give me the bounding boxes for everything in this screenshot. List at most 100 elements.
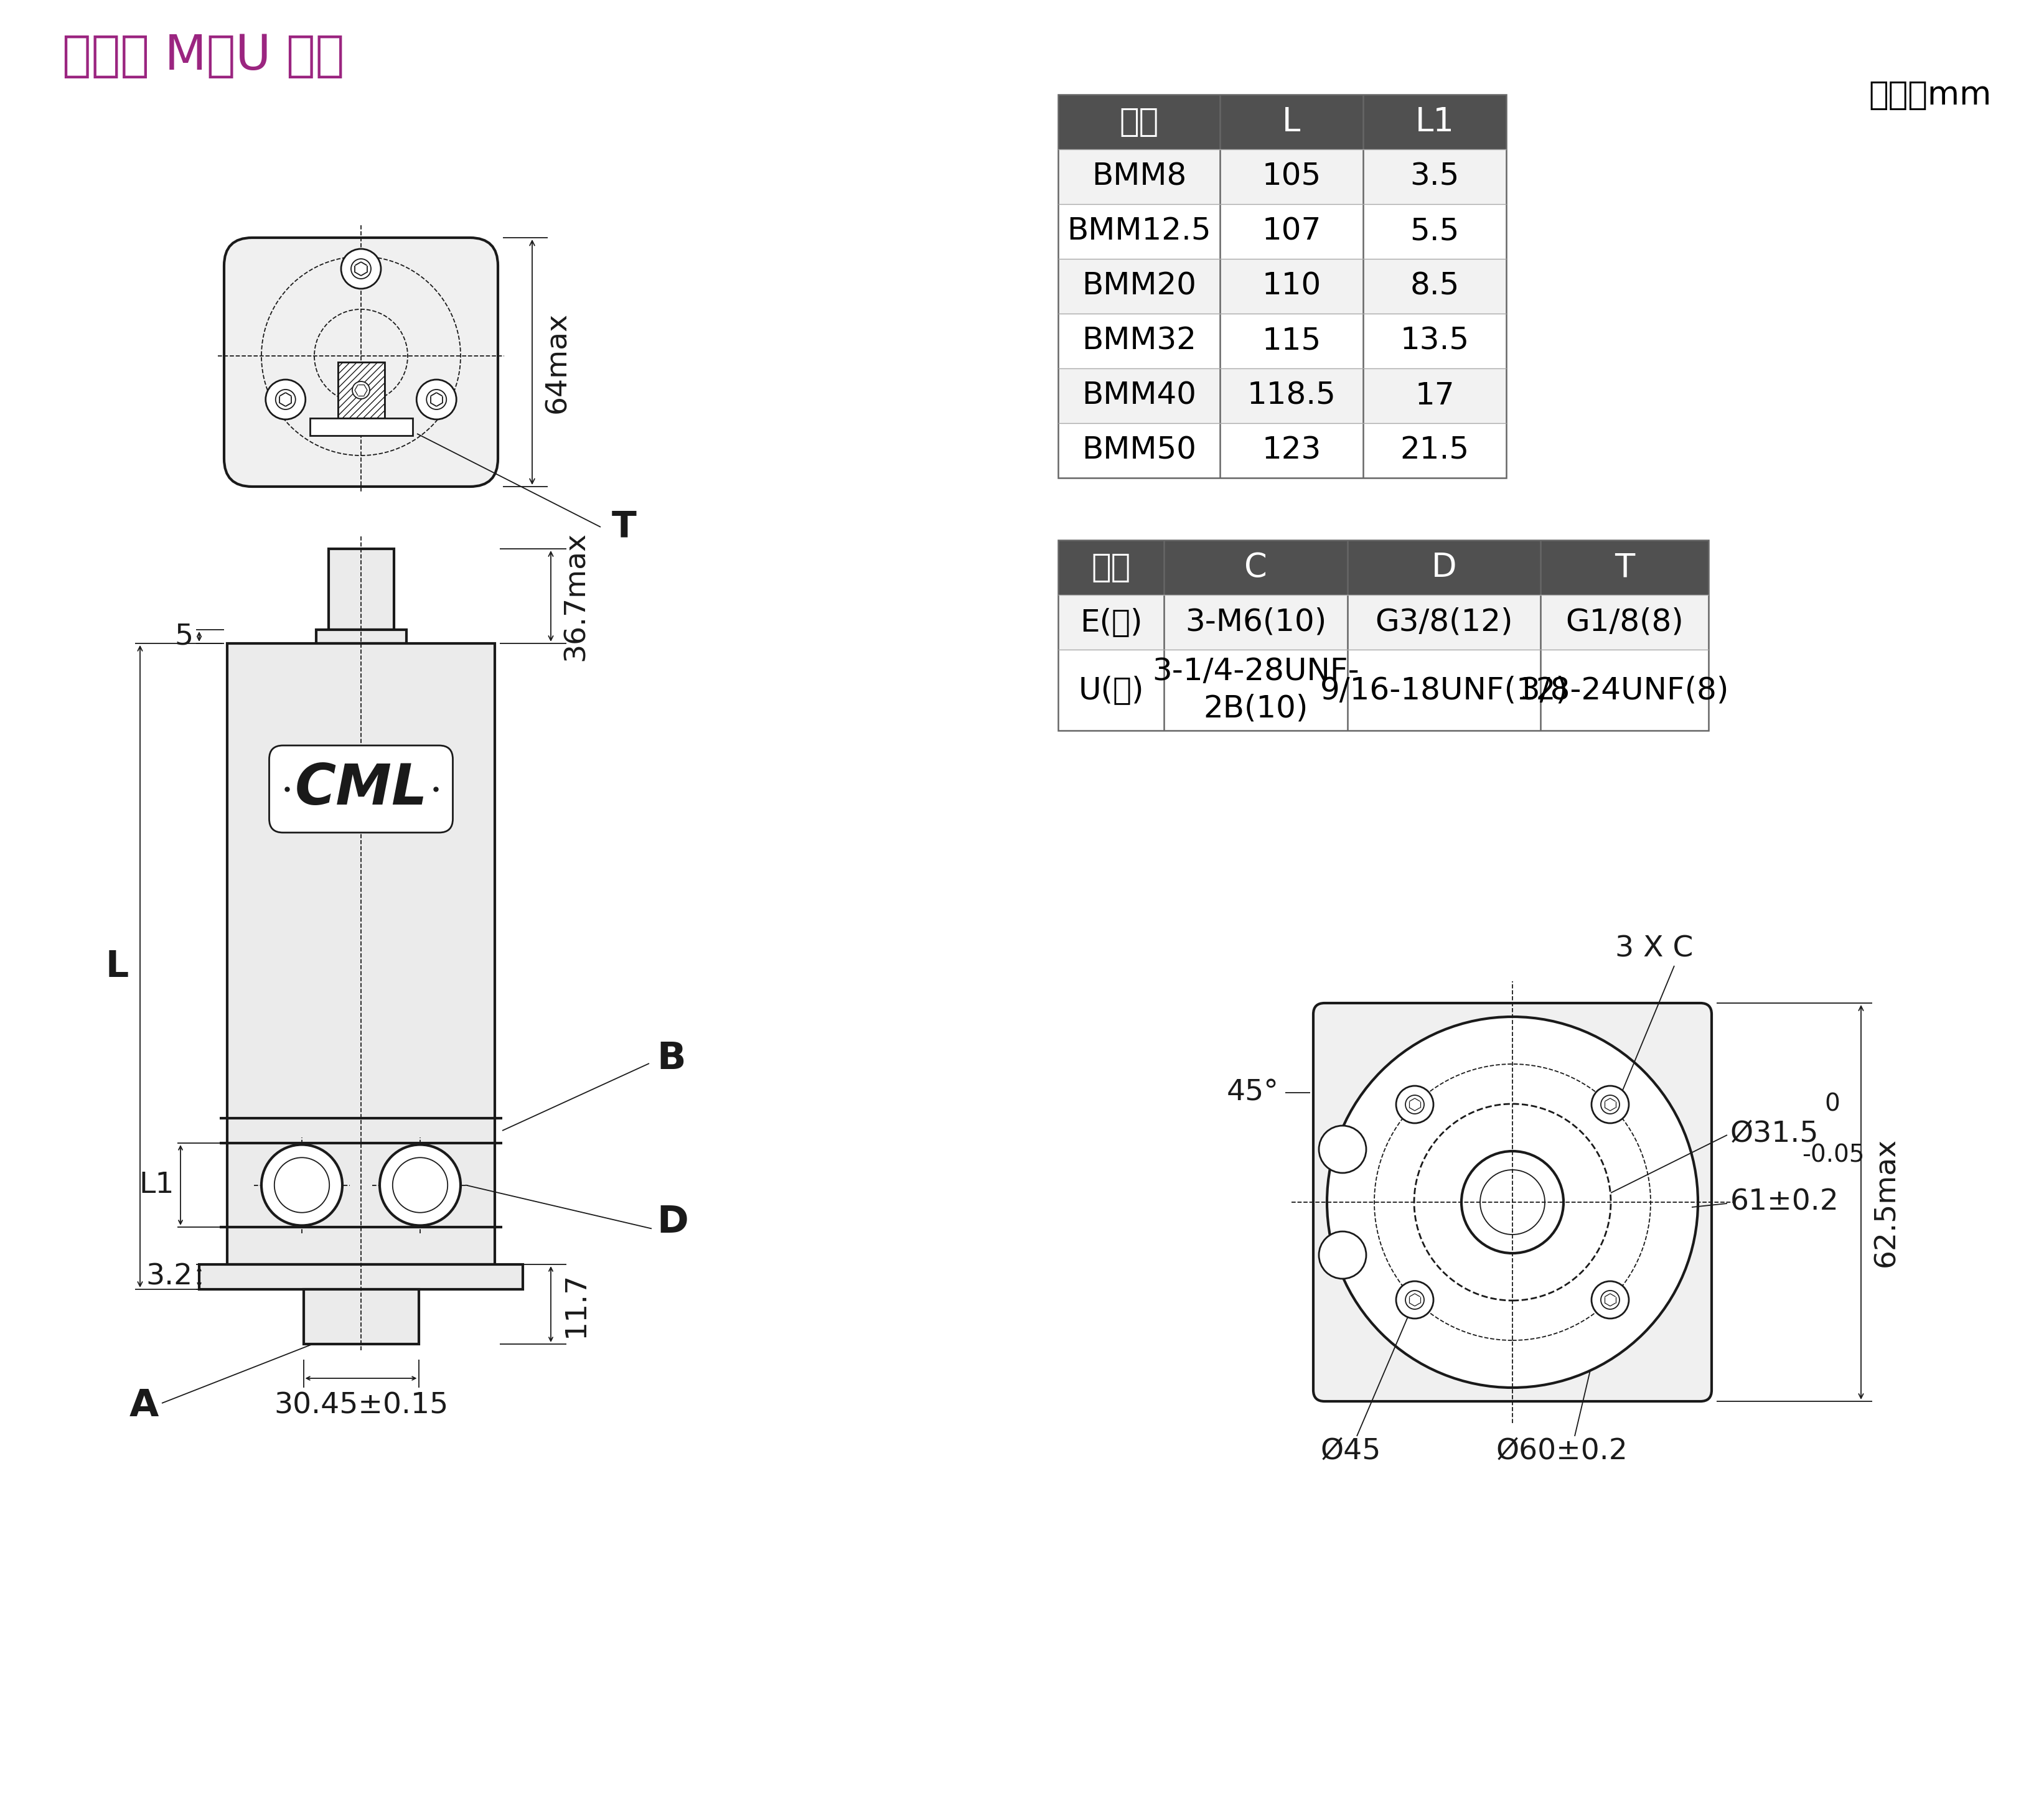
Bar: [227, 643, 495, 1265]
Circle shape: [1592, 1085, 1629, 1123]
Circle shape: [380, 1145, 460, 1225]
Bar: [1363, 368, 1506, 424]
Circle shape: [1600, 1094, 1619, 1114]
Text: BMM32: BMM32: [1081, 326, 1196, 355]
Text: U(深): U(深): [1077, 676, 1145, 705]
Circle shape: [1396, 1281, 1433, 1319]
Text: 3-M6(10): 3-M6(10): [1186, 607, 1327, 638]
Circle shape: [1327, 1017, 1699, 1388]
Text: L: L: [1282, 105, 1300, 138]
FancyBboxPatch shape: [270, 745, 454, 832]
Bar: [1059, 540, 1709, 730]
Text: T: T: [611, 509, 636, 545]
Bar: [337, 362, 384, 419]
Text: Ø45: Ø45: [1320, 1437, 1382, 1466]
Bar: [1163, 594, 1347, 651]
Text: L1: L1: [139, 1171, 174, 1200]
Circle shape: [1396, 1085, 1433, 1123]
Bar: [1059, 205, 1220, 259]
Text: 13.5: 13.5: [1400, 326, 1470, 355]
Bar: [1059, 424, 1220, 478]
Text: D: D: [1431, 551, 1457, 583]
Circle shape: [1480, 1171, 1545, 1234]
Text: D: D: [656, 1203, 689, 1241]
Circle shape: [274, 1158, 329, 1212]
Text: 30.45±0.15: 30.45±0.15: [274, 1392, 448, 1421]
Text: 8.5: 8.5: [1410, 272, 1459, 301]
Circle shape: [1592, 1281, 1629, 1319]
Bar: [1363, 205, 1506, 259]
Bar: [198, 1265, 523, 1290]
Text: 3/8-24UNF(8): 3/8-24UNF(8): [1521, 676, 1729, 705]
Text: BMM8: BMM8: [1091, 161, 1186, 192]
Bar: [1541, 594, 1709, 651]
Circle shape: [1600, 1290, 1619, 1310]
Text: 115: 115: [1261, 326, 1320, 355]
Text: 21.5: 21.5: [1400, 435, 1470, 466]
Circle shape: [1318, 1232, 1365, 1279]
Bar: [329, 549, 394, 631]
Bar: [1059, 594, 1163, 651]
Text: 代號: 代號: [1120, 105, 1159, 138]
Bar: [309, 419, 413, 435]
Text: 5: 5: [174, 623, 192, 651]
Text: BMM20: BMM20: [1081, 272, 1196, 301]
Bar: [1059, 540, 1163, 594]
Bar: [1059, 368, 1220, 424]
Text: 17: 17: [1414, 381, 1455, 411]
Circle shape: [352, 382, 370, 399]
Text: 36.7max: 36.7max: [562, 531, 591, 661]
Bar: [1220, 313, 1363, 368]
Text: 3.5: 3.5: [1410, 161, 1459, 192]
Text: G1/8(8): G1/8(8): [1566, 607, 1684, 638]
Text: 45°: 45°: [1226, 1078, 1280, 1107]
Bar: [1059, 651, 1163, 730]
Text: CML: CML: [294, 761, 427, 817]
Text: BMM50: BMM50: [1081, 435, 1196, 466]
Text: C: C: [1245, 551, 1267, 583]
Circle shape: [1414, 1104, 1611, 1301]
Text: 單位：mm: 單位：mm: [1868, 80, 1991, 111]
Text: 118.5: 118.5: [1247, 381, 1337, 411]
FancyBboxPatch shape: [1314, 1004, 1711, 1401]
Bar: [1059, 94, 1506, 478]
Circle shape: [341, 248, 380, 288]
Text: A: A: [129, 1388, 159, 1424]
Circle shape: [352, 259, 370, 279]
Circle shape: [1461, 1151, 1564, 1254]
Text: 62.5max: 62.5max: [1872, 1138, 1901, 1267]
Text: T: T: [1615, 551, 1635, 583]
Bar: [1220, 259, 1363, 313]
Circle shape: [392, 1158, 448, 1212]
Text: 61±0.2: 61±0.2: [1731, 1189, 1840, 1216]
Circle shape: [427, 390, 446, 410]
Bar: [303, 1290, 419, 1345]
Bar: [1220, 205, 1363, 259]
Bar: [1059, 149, 1220, 205]
Text: Ø31.5: Ø31.5: [1731, 1120, 1819, 1147]
Bar: [1163, 651, 1347, 730]
Text: 9/16-18UNF(12): 9/16-18UNF(12): [1320, 676, 1568, 705]
Bar: [1363, 313, 1506, 368]
Text: 107: 107: [1261, 217, 1320, 246]
Text: 123: 123: [1261, 435, 1320, 466]
Bar: [1059, 313, 1220, 368]
Text: 11.7: 11.7: [562, 1272, 591, 1337]
Text: 5.5: 5.5: [1410, 217, 1459, 246]
Bar: [1220, 424, 1363, 478]
Bar: [1363, 149, 1506, 205]
Bar: [1347, 651, 1541, 730]
Text: B: B: [656, 1040, 685, 1078]
FancyBboxPatch shape: [225, 237, 499, 487]
Bar: [337, 362, 384, 419]
Bar: [1220, 94, 1363, 149]
Bar: [317, 631, 407, 643]
Text: 3.2: 3.2: [145, 1263, 192, 1290]
Text: 0: 0: [1803, 1093, 1840, 1116]
Text: -0.05: -0.05: [1803, 1143, 1864, 1167]
Bar: [1347, 540, 1541, 594]
Circle shape: [1406, 1094, 1425, 1114]
Bar: [1059, 259, 1220, 313]
Text: G3/8(12): G3/8(12): [1376, 607, 1513, 638]
Circle shape: [417, 379, 456, 419]
